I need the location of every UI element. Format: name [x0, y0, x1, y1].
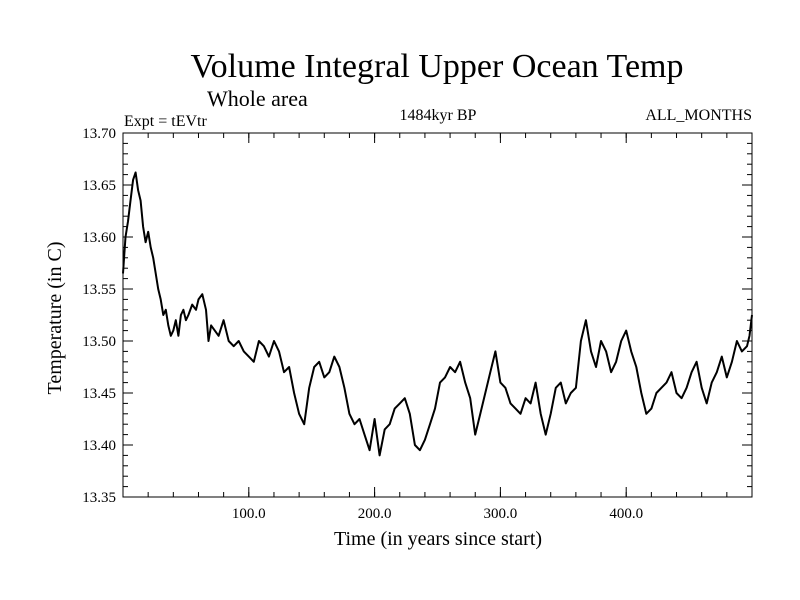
x-tick-label: 200.0 [358, 506, 392, 522]
x-axis-label: Time (in years since start) [334, 528, 542, 550]
x-tick-label: 300.0 [484, 506, 518, 522]
y-tick-label: 13.60 [82, 230, 116, 246]
plot-frame [122, 132, 753, 498]
y-axis-label: Temperature (in C) [44, 242, 66, 395]
y-tick-label: 13.65 [82, 178, 116, 194]
y-tick-label: 13.55 [82, 282, 116, 298]
x-tick-label: 400.0 [609, 506, 643, 522]
y-tick-label: 13.70 [82, 126, 116, 142]
y-tick-label: 13.45 [82, 386, 116, 402]
series-line [122, 171, 753, 457]
y-tick-label: 13.40 [82, 438, 116, 454]
chart-title: Volume Integral Upper Ocean Temp [191, 48, 684, 85]
chart-subtitle: Whole area [207, 86, 308, 111]
period-label: 1484kyr BP [400, 107, 477, 124]
x-tick-label: 100.0 [232, 506, 266, 522]
experiment-label: Expt = tEVtr [124, 113, 207, 130]
ticks-layer: 100.0 200.0 300.0 400.0 13.35 13.40 13.45 13.50… [82, 126, 752, 522]
months-label: ALL_MONTHS [645, 107, 752, 124]
y-tick-label: 13.35 [82, 490, 116, 506]
y-tick-label: 13.50 [82, 334, 116, 350]
